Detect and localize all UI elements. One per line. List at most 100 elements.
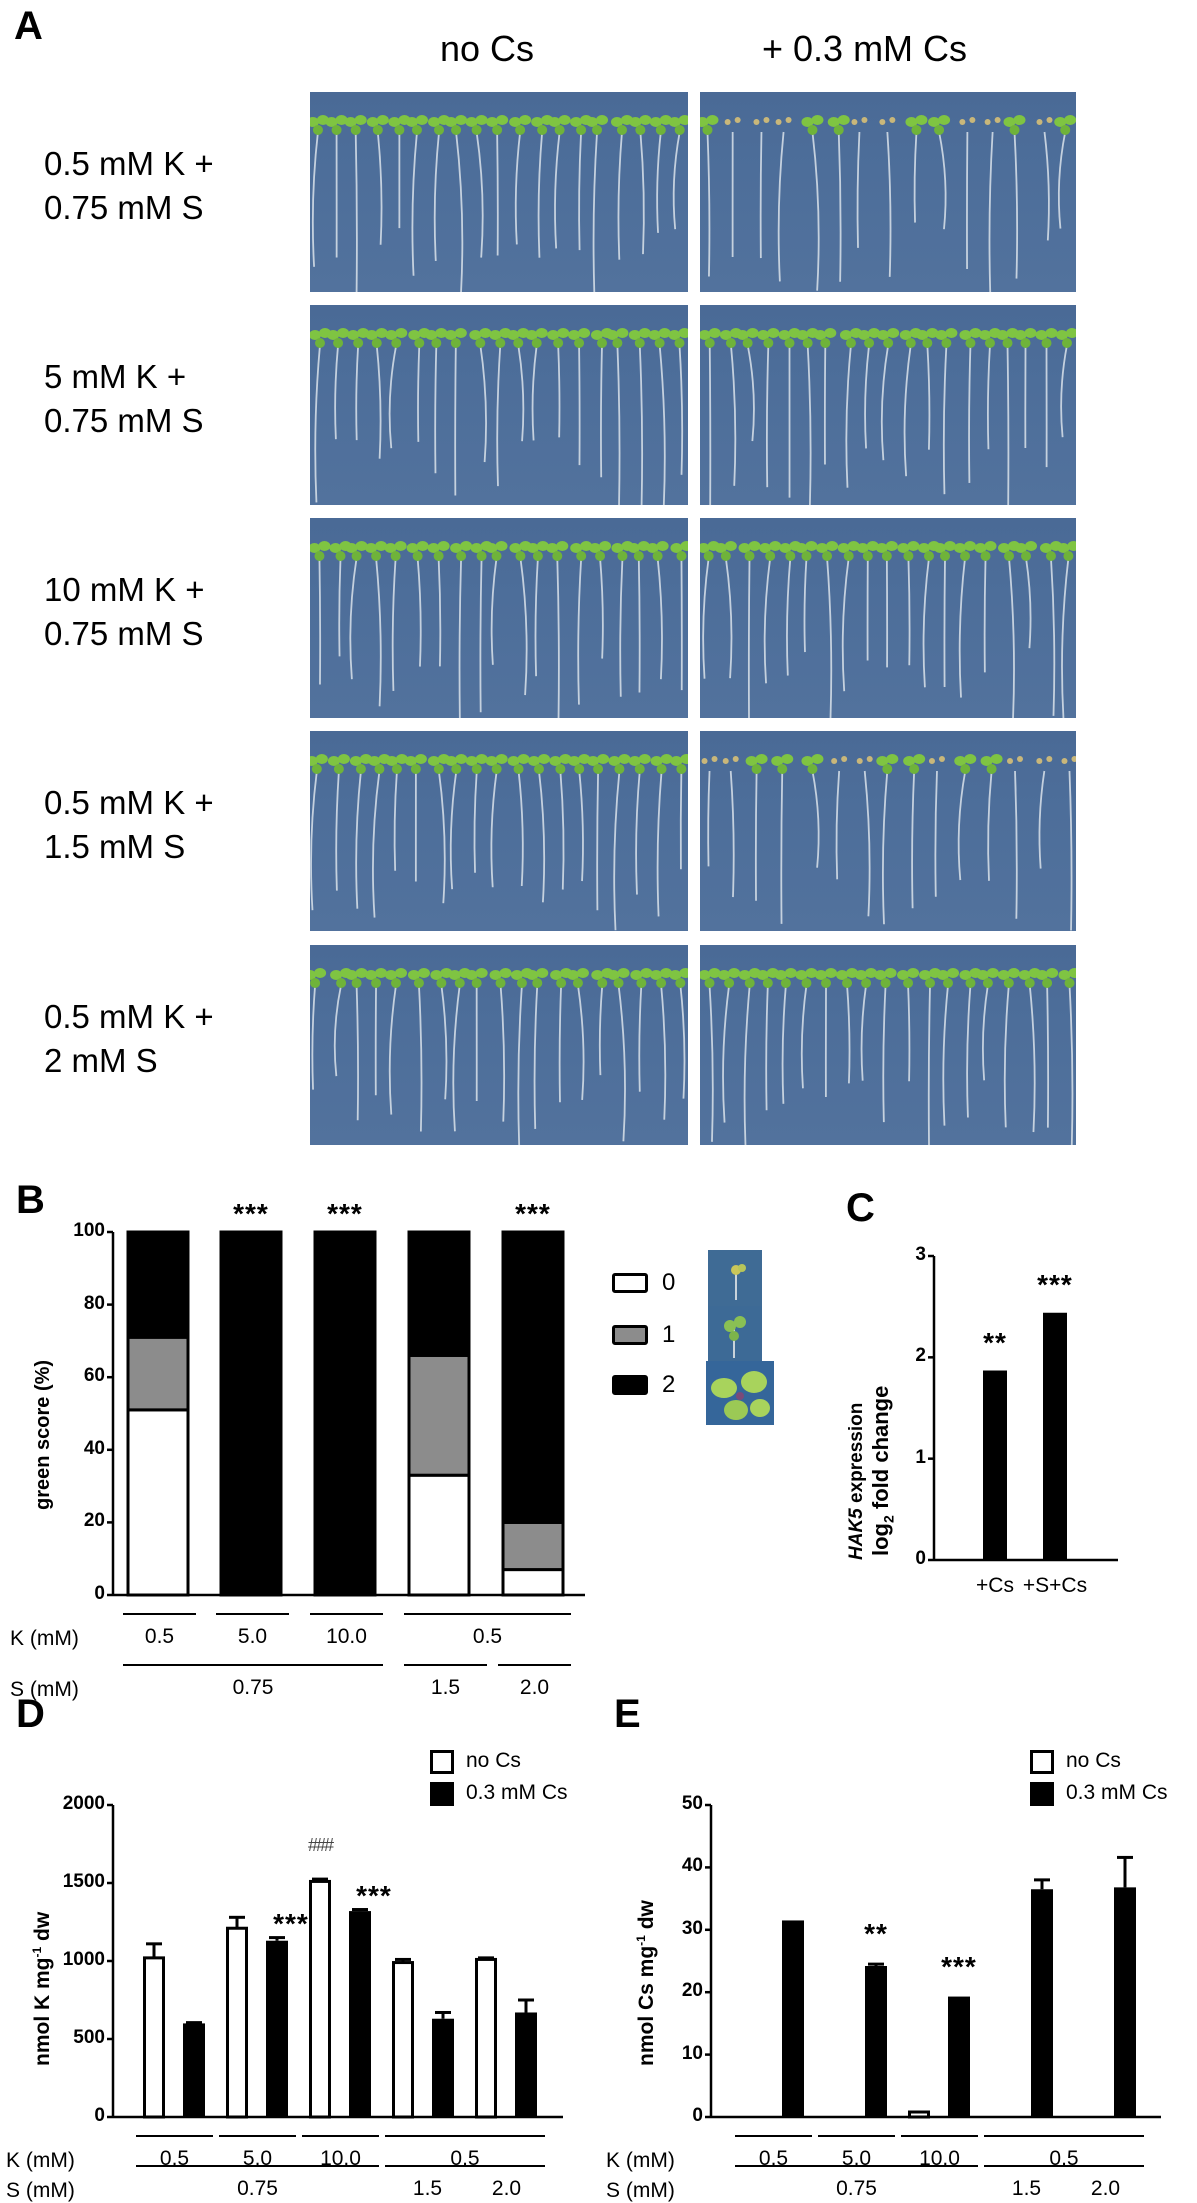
legend-label-score-0: 0	[662, 1269, 676, 1296]
panel-a-letter: A	[14, 4, 43, 48]
significance-stars: ***	[515, 1198, 551, 1229]
y-tick-label: 1000	[62, 1949, 105, 1970]
s-group-line	[385, 2165, 470, 2167]
k-value: 0.5	[758, 2147, 789, 2170]
panel-b-chart	[107, 1230, 585, 1597]
y-tick-label: 500	[73, 2027, 105, 2048]
legend-swatch-score-2	[612, 1375, 648, 1395]
significance-stars: ***	[1037, 1268, 1073, 1300]
y-tick-label: 20	[681, 1980, 703, 2002]
s-value: 2.0	[491, 2177, 522, 2200]
k-group-line	[984, 2135, 1144, 2137]
y-tick-label: 40	[83, 1437, 105, 1459]
legend-swatch-no-cs	[1030, 1750, 1054, 1774]
s-value: 0.75	[836, 2177, 877, 2200]
y-tick-label: 2000	[62, 1793, 105, 1814]
y-tick-label: 20	[83, 1510, 105, 1532]
s-value: 0.75	[232, 1676, 274, 1699]
legend-swatch-cs	[430, 1782, 454, 1806]
legend-label-no-cs: no Cs	[1066, 1749, 1121, 1772]
y-tick-label: 1500	[62, 1871, 105, 1892]
y-tick-label: 30	[681, 1917, 703, 1939]
y-axis-title-unit: dw	[31, 1911, 54, 1947]
panel-c-chart	[928, 1254, 1118, 1562]
k-group-line	[302, 2135, 379, 2137]
category-label: +Cs	[976, 1574, 1014, 1597]
photo-plus-cs	[700, 305, 1076, 505]
s-group-line	[984, 2165, 1069, 2167]
panel-d-letter: D	[16, 1692, 45, 1736]
y-tick-label: 80	[83, 1292, 105, 1314]
k-value: 0.5	[450, 2147, 480, 2170]
k-value: 5.0	[237, 1625, 268, 1648]
k-group-line	[385, 2135, 545, 2137]
y-tick-label: 0	[915, 1548, 926, 1569]
significance-hash: ###	[307, 1835, 334, 1856]
significance-stars: ***	[941, 1950, 977, 1982]
s-group-line	[1067, 2165, 1144, 2167]
k-value: 0.5	[159, 2147, 190, 2170]
legend-swatch-score-1	[612, 1325, 648, 1345]
legend-label-cs: 0.3 mM Cs	[1066, 1781, 1168, 1804]
photo-no-cs	[310, 92, 688, 292]
k-value: 10.0	[320, 2147, 361, 2170]
panel-b-letter: B	[16, 1178, 45, 1222]
condition-label: 10 mM K + 0.75 mM S	[44, 571, 205, 652]
s-row-title: S (mM)	[6, 2179, 75, 2202]
condition-label: 5 mM K + 0.75 mM S	[44, 358, 204, 439]
k-group-line	[136, 2135, 213, 2137]
y-axis-title-text: nmol K mg	[31, 1957, 54, 2067]
s-group-line	[123, 1664, 383, 1666]
panel-b-y-axis-title: green score (%)	[32, 1359, 54, 1510]
y-tick-label: 50	[681, 1793, 703, 1814]
k-value: 5.0	[841, 2147, 872, 2170]
k-row-title: K (mM)	[606, 2149, 675, 2172]
y-axis-title-line1: expression	[846, 1402, 867, 1509]
y-axis-title-log: log	[868, 1523, 893, 1556]
panel-e-letter: E	[614, 1692, 641, 1736]
significance-stars: **	[864, 1918, 888, 1950]
k-group-line	[123, 1613, 196, 1615]
y-tick-label: 60	[83, 1365, 105, 1387]
y-tick-label: 2	[915, 1345, 926, 1367]
photo-no-cs	[310, 305, 688, 505]
k-row-title: K (mM)	[6, 2149, 75, 2172]
photo-plus-cs	[700, 518, 1076, 718]
k-value: 0.5	[144, 1625, 175, 1648]
s-group-line	[404, 1664, 487, 1666]
k-group-line	[735, 2135, 812, 2137]
y-tick-label: 0	[94, 2105, 105, 2126]
y-tick-label: 0	[94, 1583, 105, 1604]
s-value: 1.5	[1011, 2177, 1042, 2200]
s-group-line	[136, 2165, 379, 2167]
s-value: 1.5	[430, 1676, 461, 1699]
k-row-title: K (mM)	[10, 1627, 79, 1650]
s-row-title: S (mM)	[10, 1678, 79, 1701]
legend-swatch-no-cs	[430, 1750, 454, 1774]
column-header-no-cs: no Cs	[440, 28, 535, 69]
condition-label: 0.5 mM K + 1.5 mM S	[44, 784, 214, 865]
k-group-line	[404, 1613, 571, 1615]
legend-seedling-thumbnails	[706, 1250, 774, 1425]
significance-stars: ***	[327, 1198, 363, 1229]
y-tick-label: 10	[681, 2042, 703, 2064]
photo-no-cs	[310, 945, 688, 1145]
photo-plus-cs	[700, 731, 1076, 931]
y-tick-label: 3	[915, 1244, 926, 1265]
legend-swatch-score-0	[612, 1273, 648, 1293]
panel-d-y-axis-title: nmol K mg-1 dw	[30, 1912, 55, 2066]
s-value: 0.75	[237, 2177, 278, 2200]
y-tick-label: 0	[692, 2105, 703, 2126]
k-value: 10.0	[919, 2147, 960, 2170]
legend-label-score-1: 1	[662, 1321, 676, 1348]
column-header-cs: + 0.3 mM Cs	[762, 28, 968, 69]
y-tick-label: 40	[681, 1855, 703, 1877]
significance-stars: ***	[273, 1907, 309, 1939]
s-group-line	[735, 2165, 978, 2167]
panel-c-y-axis-title: HAK5 expression log2 fold change	[846, 1386, 896, 1560]
legend-label-cs: 0.3 mM Cs	[466, 1781, 568, 1804]
k-value: 0.5	[1049, 2147, 1079, 2170]
y-axis-title-unit: dw	[635, 1900, 658, 1936]
significance-stars: ***	[356, 1879, 392, 1911]
s-value: 2.0	[519, 1676, 550, 1699]
